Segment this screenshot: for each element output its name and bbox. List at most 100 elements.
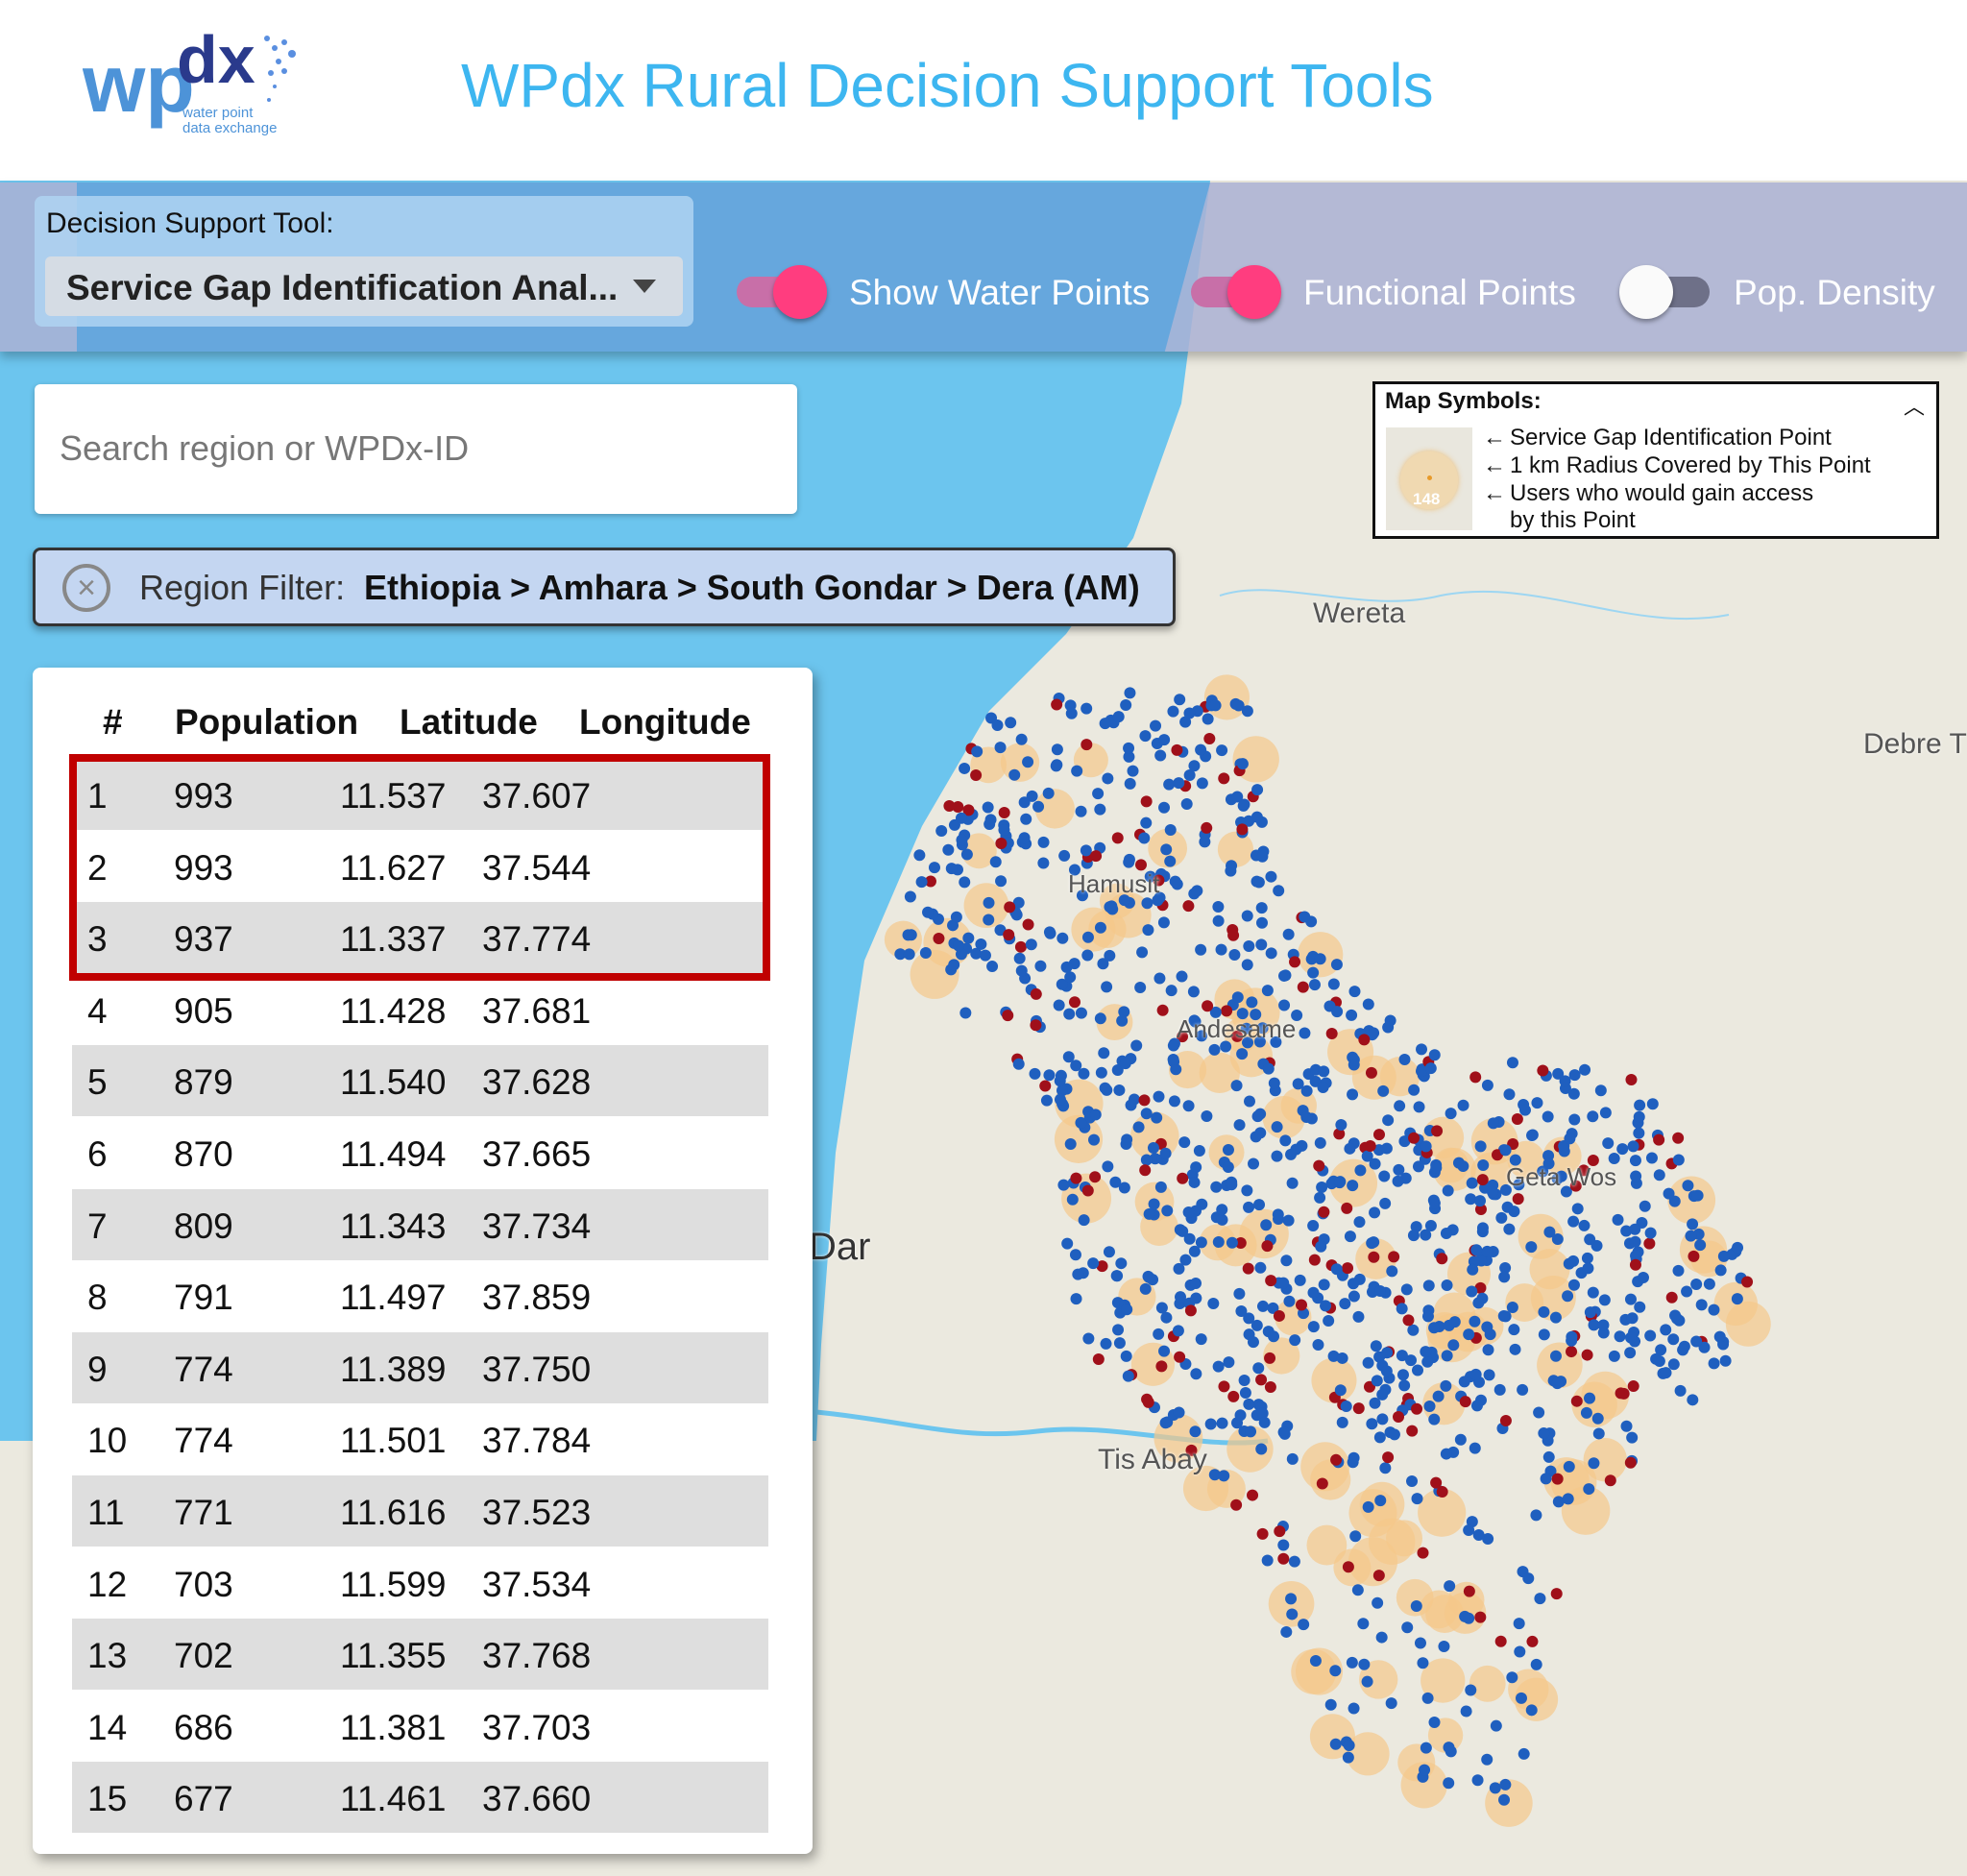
non-functional-water-point[interactable]: [1092, 1352, 1105, 1365]
functional-water-point[interactable]: [1542, 1157, 1555, 1170]
functional-water-point[interactable]: [1042, 787, 1055, 799]
functional-water-point[interactable]: [1340, 1401, 1352, 1413]
functional-water-point[interactable]: [1396, 1369, 1409, 1381]
functional-water-point[interactable]: [1424, 1062, 1437, 1075]
functional-water-point[interactable]: [922, 906, 935, 918]
functional-water-point[interactable]: [1608, 1350, 1620, 1362]
functional-water-point[interactable]: [1653, 1169, 1665, 1182]
functional-water-point[interactable]: [1120, 1138, 1132, 1151]
functional-water-point[interactable]: [1483, 1369, 1495, 1381]
functional-water-point[interactable]: [1076, 889, 1088, 902]
functional-water-point[interactable]: [1499, 1183, 1512, 1196]
functional-water-point[interactable]: [979, 949, 991, 962]
functional-water-point[interactable]: [1482, 1533, 1494, 1546]
functional-water-point[interactable]: [1335, 1119, 1348, 1132]
functional-water-point[interactable]: [1251, 1110, 1264, 1123]
functional-water-point[interactable]: [1189, 1278, 1202, 1290]
functional-water-point[interactable]: [1369, 1206, 1381, 1219]
functional-water-point[interactable]: [1443, 1777, 1455, 1790]
non-functional-water-point[interactable]: [1174, 1351, 1186, 1363]
service-gap-marker[interactable]: [1529, 1249, 1570, 1290]
functional-water-point[interactable]: [1151, 1111, 1163, 1124]
functional-water-point[interactable]: [1421, 1310, 1434, 1323]
functional-water-point[interactable]: [1088, 1133, 1101, 1146]
functional-water-point[interactable]: [1164, 855, 1177, 867]
functional-water-point[interactable]: [1552, 1067, 1565, 1080]
non-functional-water-point[interactable]: [1153, 874, 1165, 887]
functional-water-point[interactable]: [1412, 1160, 1424, 1173]
functional-water-point[interactable]: [1252, 1362, 1265, 1375]
non-functional-water-point[interactable]: [998, 807, 1010, 819]
functional-water-point[interactable]: [1334, 1176, 1347, 1188]
non-functional-water-point[interactable]: [1139, 1164, 1152, 1177]
table-row[interactable]: 9 774 11.389 37.750: [72, 1331, 768, 1403]
functional-water-point[interactable]: [1165, 985, 1178, 997]
non-functional-water-point[interactable]: [1511, 1113, 1523, 1126]
functional-water-point[interactable]: [1141, 897, 1153, 910]
functional-water-point[interactable]: [1078, 1067, 1090, 1080]
functional-water-point[interactable]: [1400, 1283, 1413, 1296]
functional-water-point[interactable]: [1075, 1116, 1087, 1129]
functional-water-point[interactable]: [986, 961, 999, 973]
functional-water-point[interactable]: [894, 948, 907, 961]
functional-water-point[interactable]: [1629, 1235, 1641, 1248]
non-functional-water-point[interactable]: [995, 837, 1008, 849]
functional-water-point[interactable]: [1392, 1175, 1404, 1187]
table-row[interactable]: 5 879 11.540 37.628: [72, 1045, 768, 1117]
functional-water-point[interactable]: [1267, 1302, 1279, 1314]
non-functional-water-point[interactable]: [1566, 1346, 1578, 1358]
functional-water-point[interactable]: [1620, 1420, 1633, 1432]
functional-water-point[interactable]: [1566, 1334, 1578, 1347]
functional-water-point[interactable]: [1312, 1338, 1324, 1351]
functional-water-point[interactable]: [1032, 800, 1045, 813]
functional-water-point[interactable]: [1518, 1104, 1531, 1116]
non-functional-water-point[interactable]: [1474, 1281, 1487, 1294]
functional-water-point[interactable]: [1457, 1099, 1469, 1111]
functional-water-point[interactable]: [1167, 705, 1179, 718]
non-functional-water-point[interactable]: [970, 769, 983, 782]
functional-water-point[interactable]: [1230, 1080, 1243, 1092]
functional-water-point[interactable]: [1289, 1334, 1301, 1347]
functional-water-point[interactable]: [1629, 1223, 1641, 1235]
functional-water-point[interactable]: [1159, 1147, 1172, 1159]
functional-water-point[interactable]: [1169, 875, 1181, 888]
service-gap-marker[interactable]: [910, 949, 959, 999]
functional-water-point[interactable]: [1432, 1390, 1445, 1402]
functional-water-point[interactable]: [1081, 931, 1094, 943]
table-row[interactable]: 8 791 11.497 37.859: [72, 1260, 768, 1331]
functional-water-point[interactable]: [1458, 1376, 1470, 1388]
functional-water-point[interactable]: [1489, 1782, 1501, 1794]
functional-water-point[interactable]: [1517, 1383, 1529, 1396]
functional-water-point[interactable]: [1240, 1022, 1252, 1035]
functional-water-point[interactable]: [1594, 1084, 1607, 1097]
functional-water-point[interactable]: [1428, 1322, 1441, 1334]
functional-water-point[interactable]: [1369, 1157, 1381, 1170]
functional-water-point[interactable]: [1238, 798, 1251, 811]
functional-water-point[interactable]: [1509, 1343, 1521, 1355]
functional-water-point[interactable]: [1094, 921, 1106, 934]
functional-water-point[interactable]: [1598, 1294, 1611, 1306]
functional-water-point[interactable]: [1241, 910, 1253, 922]
functional-water-point[interactable]: [1362, 1500, 1374, 1513]
functional-water-point[interactable]: [904, 890, 916, 903]
functional-water-point[interactable]: [1551, 1377, 1564, 1390]
functional-water-point[interactable]: [1361, 1150, 1373, 1162]
functional-water-point[interactable]: [1423, 1401, 1436, 1413]
functional-water-point[interactable]: [1559, 1075, 1571, 1087]
functional-water-point[interactable]: [1158, 734, 1171, 746]
functional-water-point[interactable]: [1591, 1412, 1604, 1425]
functional-water-point[interactable]: [1160, 843, 1173, 856]
functional-water-point[interactable]: [1584, 1392, 1596, 1404]
functional-water-point[interactable]: [1626, 1431, 1639, 1444]
functional-water-point[interactable]: [1417, 1657, 1429, 1669]
functional-water-point[interactable]: [1420, 1229, 1432, 1241]
non-functional-water-point[interactable]: [1431, 1125, 1444, 1137]
functional-water-point[interactable]: [994, 742, 1007, 754]
non-functional-water-point[interactable]: [1264, 1352, 1276, 1364]
non-functional-water-point[interactable]: [952, 800, 964, 813]
functional-water-point[interactable]: [1327, 1350, 1340, 1362]
functional-water-point[interactable]: [948, 959, 960, 971]
non-functional-water-point[interactable]: [1570, 1395, 1583, 1407]
functional-water-point[interactable]: [1374, 1284, 1387, 1297]
functional-water-point[interactable]: [1190, 1161, 1202, 1174]
